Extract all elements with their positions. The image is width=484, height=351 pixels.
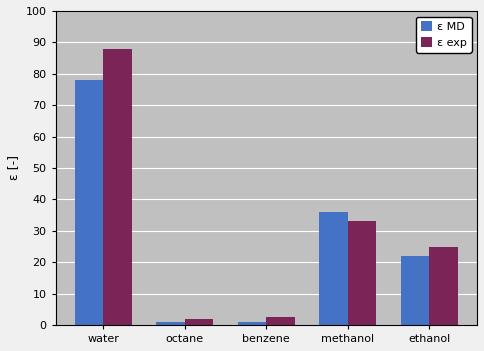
Bar — [348, 221, 377, 325]
Bar — [75, 80, 103, 325]
Bar — [103, 49, 132, 325]
Bar — [185, 319, 213, 325]
Bar — [429, 246, 458, 325]
Bar — [401, 256, 429, 325]
Bar — [156, 322, 185, 325]
Bar — [266, 317, 295, 325]
Legend: ε MD, ε exp: ε MD, ε exp — [416, 16, 471, 53]
Bar — [238, 322, 266, 325]
Y-axis label: ε [-]: ε [-] — [7, 155, 20, 180]
Bar — [319, 212, 348, 325]
